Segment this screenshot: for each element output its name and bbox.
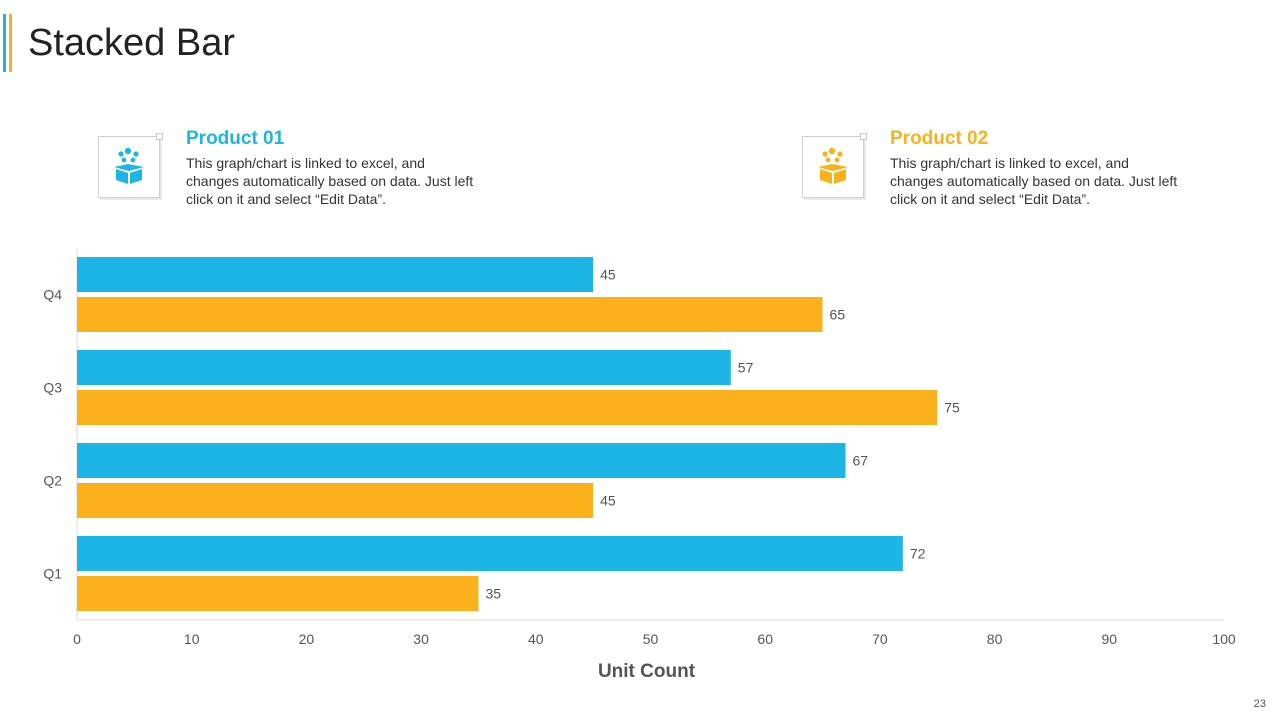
page-number: 23 (1253, 698, 1266, 710)
bar-product-01 (77, 443, 846, 478)
x-tick-label: 60 (757, 631, 773, 647)
x-tick-label: 90 (1102, 631, 1118, 647)
legend-title: Product 01 (186, 128, 285, 149)
title-accent-bar (3, 14, 6, 72)
data-label: 65 (830, 307, 846, 323)
data-label: 35 (485, 586, 501, 602)
x-tick-label: 100 (1212, 631, 1236, 647)
bar-product-02 (77, 483, 594, 518)
bar-product-02 (77, 390, 938, 425)
y-tick-label: Q1 (43, 566, 62, 582)
y-tick-label: Q3 (43, 380, 62, 396)
x-tick-label: 20 (299, 631, 315, 647)
legend-description: This graph/chart is linked to excel, and… (186, 155, 474, 207)
legend-title: Product 02 (890, 128, 989, 149)
bar-product-01 (77, 257, 594, 292)
legend-icon-frame (802, 133, 867, 198)
data-label: 75 (944, 400, 960, 416)
bar-product-02 (77, 297, 823, 332)
x-tick-label: 0 (73, 631, 81, 647)
bar-product-02 (77, 576, 479, 611)
data-label: 45 (600, 267, 616, 283)
data-label: 67 (852, 453, 868, 469)
x-axis-title: Unit Count (598, 661, 696, 682)
title-accent-bar (9, 14, 12, 72)
data-label: 72 (910, 546, 926, 562)
data-label: 45 (600, 493, 616, 509)
slide-title: Stacked Bar (28, 22, 235, 64)
x-tick-label: 80 (987, 631, 1003, 647)
bar-product-01 (77, 536, 903, 571)
box-icon (818, 147, 848, 184)
bar-product-01 (77, 350, 731, 385)
x-tick-label: 70 (872, 631, 888, 647)
x-tick-label: 30 (413, 631, 429, 647)
x-tick-label: 10 (184, 631, 200, 647)
box-icon (114, 147, 144, 184)
data-label: 57 (738, 360, 754, 376)
x-tick-label: 50 (643, 631, 659, 647)
y-tick-label: Q2 (43, 473, 62, 489)
x-tick-label: 40 (528, 631, 544, 647)
legend-icon-frame (98, 133, 163, 198)
y-tick-label: Q4 (43, 287, 62, 303)
legend-description: This graph/chart is linked to excel, and… (890, 155, 1178, 207)
